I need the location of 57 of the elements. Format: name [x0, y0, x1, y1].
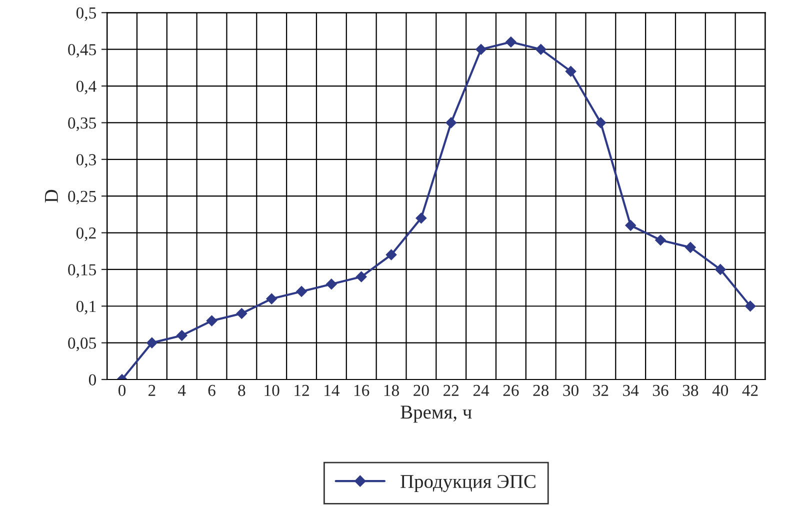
y-tick-label: 0,4: [76, 80, 96, 94]
y-tick-label: 0,25: [68, 190, 96, 204]
x-tick-label: 38: [682, 384, 698, 396]
point: [386, 249, 397, 260]
x-tick-label: 14: [324, 384, 340, 396]
x-tick-label: 32: [593, 384, 608, 396]
x-tick-label: 30: [563, 384, 578, 396]
point: [744, 300, 756, 312]
point: [446, 117, 457, 128]
y-tick-label: 0,05: [68, 338, 96, 352]
x-tick-label: 26: [503, 384, 519, 396]
x-tick-label: 20: [414, 384, 429, 396]
point: [296, 286, 307, 297]
point: [416, 212, 427, 224]
point: [356, 271, 367, 282]
x-tick-label: 2: [148, 384, 156, 396]
x-tick-label: 0: [118, 384, 126, 396]
y-tick-label: 0,3: [76, 154, 96, 168]
x-tick-label: 24: [473, 384, 490, 396]
point: [176, 330, 188, 341]
x-tick-label: 28: [533, 384, 549, 396]
y-tick-label: 0,45: [68, 44, 96, 58]
x-tick-label: 22: [444, 384, 459, 396]
point: [326, 278, 337, 290]
point: [146, 337, 158, 348]
y-tick-label: 0,5: [76, 7, 96, 21]
x-tick-label: 12: [294, 384, 309, 396]
x-tick-label: 6: [208, 384, 216, 396]
point: [714, 264, 726, 275]
x-tick-label: 8: [238, 384, 246, 396]
point: [655, 234, 666, 246]
point: [476, 44, 486, 55]
point: [535, 44, 546, 55]
x-tick-label: 40: [712, 384, 728, 396]
x-tick-label: 10: [264, 384, 280, 396]
x-tick-label: 18: [384, 384, 399, 396]
x-tick-label: 36: [652, 384, 668, 396]
point: [206, 315, 218, 326]
x-tick-label: 34: [623, 384, 639, 396]
point: [236, 308, 248, 319]
y-axis-title: D: [45, 190, 58, 203]
x-axis-title: Время, ч: [400, 406, 472, 423]
y-tick-label: 0,15: [68, 264, 96, 278]
point: [625, 220, 636, 231]
y-tick-label: 0,35: [68, 117, 96, 132]
point: [595, 117, 606, 128]
legend-label: Продукция ЭПС: [400, 474, 536, 492]
point: [266, 293, 278, 304]
x-tick-label: 42: [742, 384, 758, 396]
point: [685, 242, 696, 253]
point: [565, 66, 576, 77]
y-tick-label: 0,1: [76, 300, 96, 314]
y-tick-label: 0: [88, 374, 96, 386]
x-tick-label: 16: [354, 384, 370, 396]
y-tick-label: 0,2: [76, 227, 96, 242]
x-tick-label: 4: [178, 384, 186, 396]
point: [506, 36, 516, 48]
